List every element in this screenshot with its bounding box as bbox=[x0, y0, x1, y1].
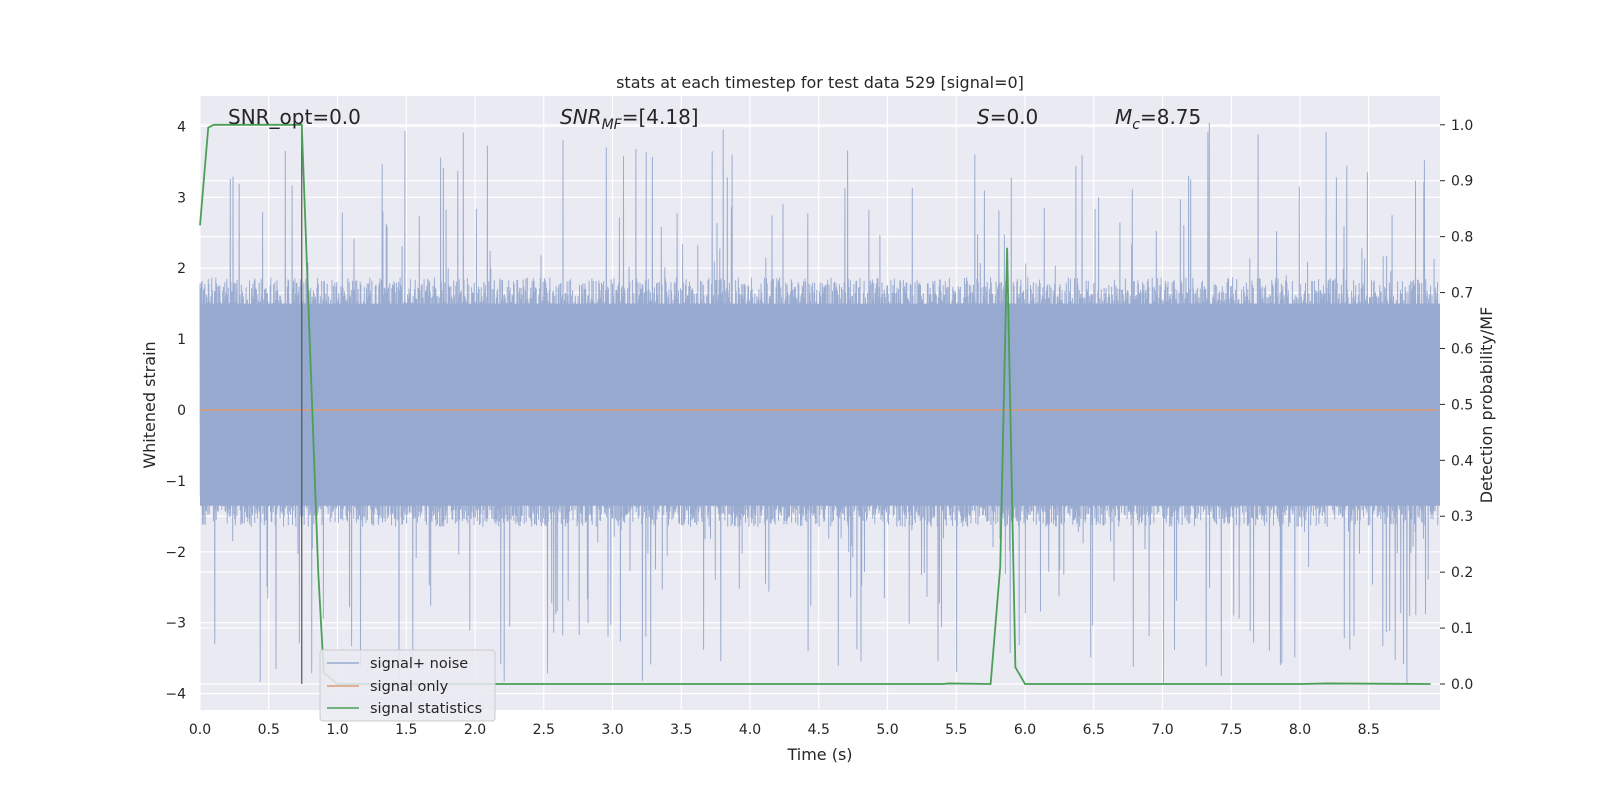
signal-noise-series bbox=[199, 122, 1440, 685]
right-tick-label: 0.6 bbox=[1451, 341, 1473, 357]
x-axis-label: Time (s) bbox=[786, 745, 852, 764]
y-tick-label: −2 bbox=[165, 545, 186, 561]
x-tick-label: 1.0 bbox=[326, 722, 348, 738]
right-tick-label: 0.8 bbox=[1451, 230, 1473, 246]
right-tick-label: 0.9 bbox=[1451, 174, 1473, 190]
y-tick-label: 1 bbox=[177, 332, 186, 348]
right-tick-label: 0.0 bbox=[1451, 677, 1473, 693]
y-tick-label: 0 bbox=[177, 403, 186, 419]
right-tick-label: 0.4 bbox=[1451, 453, 1473, 469]
snr-mf-subscript: MF bbox=[602, 117, 623, 133]
x-tick-label: 6.0 bbox=[1014, 722, 1036, 738]
right-tick-label: 0.2 bbox=[1451, 565, 1473, 581]
right-axis-ticks: 1.0 0.9 0.8 0.7 0.6 0.5 0.4 0.3 0.2 0.1 0.0 bbox=[1440, 118, 1473, 693]
right-axis-label: Detection probability/MF bbox=[1477, 307, 1496, 504]
y-tick-label: 4 bbox=[177, 119, 186, 135]
annotations: SNR_opt=0.0 SNRMF=[4.18] S=0.0 Mc=8.75 bbox=[228, 105, 1201, 133]
x-tick-label: 7.5 bbox=[1220, 722, 1242, 738]
x-tick-label: 6.5 bbox=[1083, 722, 1105, 738]
y-tick-label: −1 bbox=[165, 474, 186, 490]
mc-annotation: Mc=8.75 bbox=[1115, 105, 1201, 133]
x-tick-label: 2.5 bbox=[533, 722, 555, 738]
right-tick-label: 0.1 bbox=[1451, 621, 1473, 637]
y-axis-ticks: 4 3 2 1 0 −1 −2 −3 −4 bbox=[165, 119, 186, 702]
x-tick-label: 0.5 bbox=[258, 722, 280, 738]
snr-mf-annotation: SNRMF=[4.18] bbox=[560, 105, 699, 133]
x-tick-label: 4.5 bbox=[808, 722, 830, 738]
x-tick-label: 4.0 bbox=[739, 722, 761, 738]
x-tick-label: 3.5 bbox=[670, 722, 692, 738]
s-symbol: S bbox=[977, 105, 990, 129]
x-axis-ticks: 0.0 0.5 1.0 1.5 2.0 2.5 3.0 3.5 4.0 4.5 5.0 5.5 6.0 6… bbox=[189, 722, 1380, 738]
x-tick-label: 8.0 bbox=[1289, 722, 1311, 738]
x-tick-label: 2.0 bbox=[464, 722, 486, 738]
right-tick-label: 0.3 bbox=[1451, 509, 1473, 525]
legend-label-signal-only: signal only bbox=[370, 679, 449, 695]
s-value: =0.0 bbox=[990, 105, 1039, 129]
x-tick-label: 5.5 bbox=[945, 722, 967, 738]
legend-label-signal-noise: signal+ noise bbox=[370, 656, 468, 672]
right-tick-label: 0.7 bbox=[1451, 286, 1473, 302]
snr-mf-value: =[4.18] bbox=[622, 105, 699, 129]
legend-label-signal-statistics: signal statistics bbox=[370, 701, 482, 717]
y-axis-label: Whitened strain bbox=[140, 341, 159, 468]
x-tick-label: 1.5 bbox=[395, 722, 417, 738]
x-tick-label: 3.0 bbox=[601, 722, 623, 738]
y-tick-label: −3 bbox=[165, 616, 186, 632]
y-tick-label: 3 bbox=[177, 190, 186, 206]
right-tick-label: 0.5 bbox=[1451, 397, 1473, 413]
mc-subscript: c bbox=[1132, 117, 1140, 133]
y-tick-label: 2 bbox=[177, 261, 186, 277]
chart-title: stats at each timestep for test data 529… bbox=[616, 73, 1024, 92]
legend-box bbox=[319, 649, 496, 722]
snr-mf-symbol: SNR bbox=[560, 105, 602, 129]
mc-value: =8.75 bbox=[1140, 105, 1201, 129]
s-annotation: S=0.0 bbox=[977, 105, 1038, 129]
mc-symbol: M bbox=[1115, 105, 1132, 129]
signal-noise-core bbox=[200, 303, 1440, 506]
x-tick-label: 8.5 bbox=[1358, 722, 1380, 738]
x-tick-label: 7.0 bbox=[1151, 722, 1173, 738]
y-tick-label: −4 bbox=[165, 687, 186, 703]
right-tick-label: 1.0 bbox=[1451, 118, 1473, 134]
legend: signal+ noise signal only signal statist… bbox=[319, 649, 496, 722]
snr-opt-annotation: SNR_opt=0.0 bbox=[228, 105, 361, 129]
x-tick-label: 5.0 bbox=[876, 722, 898, 738]
x-tick-label: 0.0 bbox=[189, 722, 211, 738]
